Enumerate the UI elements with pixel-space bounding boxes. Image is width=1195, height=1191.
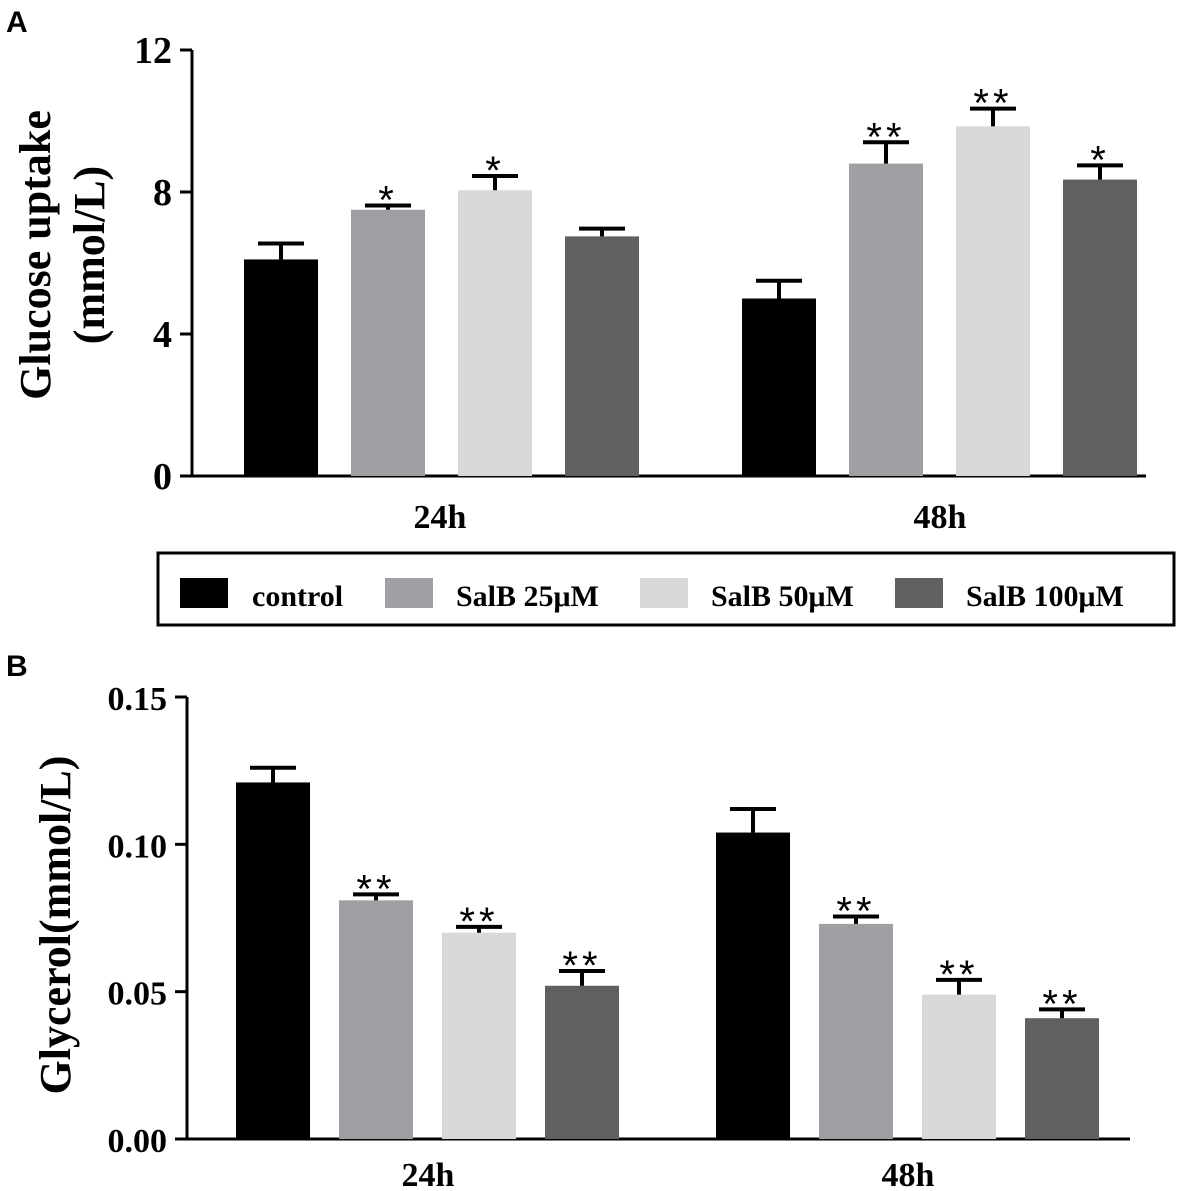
panel-b-bar (545, 985, 619, 1139)
panel-a-bars: ******* (244, 82, 1137, 476)
panel-a-significance-mark: * (485, 149, 505, 193)
panel-letter-a: A (6, 6, 28, 39)
panel-a-bar (849, 163, 923, 476)
legend-swatch-salb-25 (385, 578, 433, 608)
panel-b-significance-mark: ** (459, 900, 498, 944)
panel-b-bar (922, 994, 996, 1139)
panel-b-bar (1025, 1018, 1099, 1139)
panel-a-y-axis-title: Glucose uptake (11, 110, 60, 400)
legend-label-control: control (252, 580, 343, 613)
panel-a-y-tick-label: 12 (134, 30, 172, 72)
panel-a-bar (956, 126, 1030, 476)
panel-a-y-tick-label: 8 (153, 172, 172, 214)
panel-a-significance-mark: ** (973, 82, 1012, 126)
panel-a-significance-mark: * (1090, 138, 1110, 182)
legend-box (156, 551, 1176, 627)
panel-a-bar (244, 259, 318, 476)
panel-b-significance-mark: ** (562, 944, 601, 988)
panel-b-y-ticks: 0.00 0.05 0.10 0.15 (108, 681, 187, 1160)
legend: control SalB 25μM SalB 50μM SalB 100μM (156, 551, 1176, 627)
panel-b-significance-mark: ** (836, 890, 875, 934)
legend-swatch-control (180, 578, 228, 608)
panel-a-category-48h: 48h (914, 499, 967, 536)
panel-b-significance-mark: ** (1042, 982, 1081, 1026)
panel-b-bar (442, 932, 516, 1139)
panel-a-bar (742, 298, 816, 476)
legend-swatch-salb-100 (895, 578, 943, 608)
panel-b-bar (819, 923, 893, 1139)
panel-b-significance-mark: ** (356, 867, 395, 911)
panel-a-bar (351, 209, 425, 476)
panel-a-significance-mark: ** (866, 115, 905, 159)
panel-b-y-tick-label: 0.10 (108, 828, 168, 865)
panel-b-y-tick-label: 0.00 (108, 1123, 168, 1160)
panel-a-bar (458, 190, 532, 476)
panel-a-bar (1063, 179, 1137, 476)
legend-label-salb-25: SalB 25μM (456, 580, 599, 613)
panel-b-bar (716, 832, 790, 1139)
panel-a-category-24h: 24h (414, 499, 467, 536)
panel-b-bar (339, 900, 413, 1139)
legend-label-salb-50: SalB 50μM (711, 580, 854, 613)
panel-b-y-tick-label: 0.05 (108, 976, 168, 1013)
panel-b-bars: ** ** ** ** ** ** (236, 765, 1099, 1139)
panel-letter-b: B (6, 650, 28, 683)
panel-b-significance-mark: ** (939, 953, 978, 997)
panel-a-y-ticks: 0 4 8 12 (134, 30, 192, 498)
panel-a-y-tick-label: 4 (153, 314, 172, 356)
panel-a-bar (565, 236, 639, 476)
legend-label-salb-100: SalB 100μM (966, 580, 1124, 613)
panel-b-bar (236, 782, 310, 1139)
panel-b-y-axis-title: Glycerol(mmol/L) (31, 756, 80, 1095)
panel-a-y-axis-unit: (mmol/L) (65, 166, 114, 344)
panel-b-y-tick-label: 0.15 (108, 681, 168, 718)
panel-a-y-tick-label: 0 (153, 456, 172, 498)
legend-swatch-salb-50 (640, 578, 688, 608)
panel-a-significance-mark: * (378, 178, 398, 222)
panel-b-category-48h: 48h (882, 1157, 935, 1191)
panel-b-category-24h: 24h (402, 1157, 455, 1191)
